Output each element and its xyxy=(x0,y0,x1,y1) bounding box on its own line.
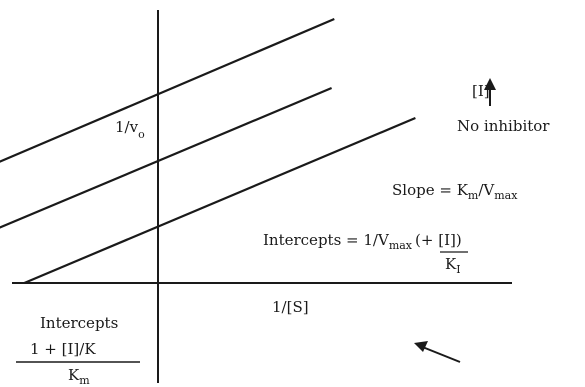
y-intercept-denominator: KI xyxy=(445,255,461,276)
left-arrow-icon xyxy=(414,341,461,363)
up-arrow-icon xyxy=(484,78,496,106)
x-intercept-title: Intercepts xyxy=(40,314,118,332)
inhibitor-label: [I] xyxy=(472,82,490,100)
series-line-3 xyxy=(0,17,335,163)
no-inhibitor-label: No inhibitor xyxy=(457,117,550,135)
y-intercept-annotation: Intercepts = 1/Vmax (+ [I]) xyxy=(263,231,462,252)
x-intercept-denominator: Km xyxy=(68,366,90,387)
x-intercept-numerator: 1 + [I]/K xyxy=(30,340,96,358)
series-line-2 xyxy=(0,86,333,229)
y-axis-label: 1/vo xyxy=(115,118,145,141)
axes xyxy=(12,10,512,383)
series-line-1 xyxy=(23,116,416,285)
slope-annotation: Slope = Km/Vmax xyxy=(392,181,518,202)
series-layer xyxy=(0,17,416,285)
x-axis-label: 1/[S] xyxy=(272,298,309,316)
